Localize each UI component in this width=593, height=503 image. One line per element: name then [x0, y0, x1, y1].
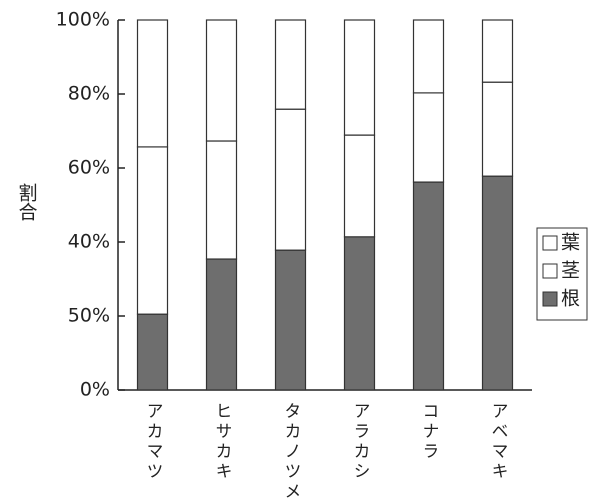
x-tick-label: アカマツ [143, 402, 163, 482]
bar-segment [481, 175, 514, 391]
y-tick-label: 0% [80, 379, 110, 401]
legend-swatch [542, 235, 558, 251]
legend-label: 茎 [561, 260, 580, 282]
y-tick-label: 40% [68, 231, 110, 253]
bar-segment [136, 19, 169, 148]
bar-segment [412, 181, 445, 391]
bar-segment [136, 313, 169, 391]
y-tick-label: 100% [56, 9, 110, 31]
x-tick-label: アラカシ [350, 402, 370, 482]
bar-segment [274, 249, 307, 391]
bar-segment [205, 258, 238, 391]
bar-segment [274, 19, 307, 110]
x-tick-label: アベマキ [488, 402, 508, 482]
legend-label: 根 [561, 288, 580, 310]
legend-swatch [542, 291, 558, 307]
bar-segment [136, 146, 169, 315]
bar-segment [205, 140, 238, 260]
x-tick-label: コナラ [419, 402, 439, 462]
bar-segment [343, 236, 376, 391]
bar-segment [412, 92, 445, 183]
bar-segment [481, 81, 514, 177]
legend-label: 葉 [561, 232, 580, 254]
bar-segment [412, 19, 445, 94]
bar-segment [343, 19, 376, 136]
y-axis-label: 割合 [16, 183, 38, 221]
bar-segment [343, 134, 376, 238]
bar-segment [481, 19, 514, 83]
bar-segment [205, 19, 238, 142]
x-tick-label: ヒサカキ [212, 402, 232, 482]
y-tick-label: 60% [68, 157, 110, 179]
y-tick-label: 50% [68, 305, 110, 327]
bar-segment [274, 108, 307, 251]
y-tick-label: 80% [68, 83, 110, 105]
legend-swatch [542, 263, 558, 279]
x-tick-label: タカノツメ [281, 402, 301, 502]
